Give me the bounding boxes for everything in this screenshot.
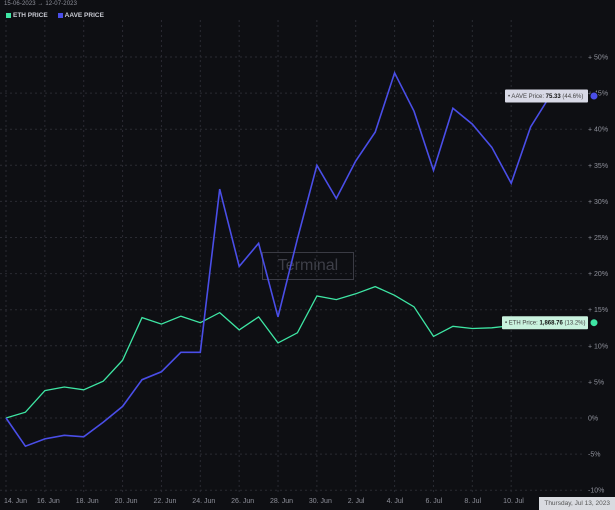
legend-label-aave: AAVE PRICE — [64, 12, 104, 19]
tooltip-text-aave: • AAVE Price: 75.33 (44.6%) — [508, 94, 583, 100]
x-tick-label: 26. Jun — [231, 498, 254, 505]
series-end-marker-eth — [589, 318, 599, 328]
axis-layer: -10% -5% 0% + 5% + 10% + 15% + 20% + 25% + 30% + … — [4, 55, 608, 506]
grid-layer — [0, 20, 582, 495]
x-tick-label: 2. Jul — [348, 498, 365, 505]
x-tick-label: 14. Jun — [4, 498, 27, 505]
legend-swatch-eth — [6, 13, 11, 18]
date-range: 15-06-2023 → 12-07-2023 — [4, 1, 78, 7]
y-tick-label: + 20% — [588, 271, 608, 278]
x-tick-label: 28. Jun — [270, 498, 293, 505]
x-tick-label: 30. Jun — [309, 498, 332, 505]
x-tick-label: 16. Jun — [37, 498, 60, 505]
series-layer — [5, 70, 599, 448]
x-tick-label: 22. Jun — [153, 498, 176, 505]
series-line-eth — [5, 285, 551, 419]
x-tick-label: 6. Jul — [425, 498, 442, 505]
legend-label-eth: ETH PRICE — [13, 12, 48, 19]
series-end-marker-aave — [589, 91, 599, 101]
x-tick-label: 24. Jun — [192, 498, 215, 505]
y-tick-label: + 15% — [588, 307, 608, 314]
tooltip-aave: • AAVE Price: 75.33 (44.6%) — [505, 89, 588, 103]
tooltip-eth: • ETH Price: 1,868.76 (13.2%) — [502, 316, 588, 330]
y-tick-label: + 25% — [588, 235, 608, 242]
tooltip-text-eth: • ETH Price: 1,868.76 (13.2%) — [505, 321, 586, 327]
x-tick-label: 20. Jun — [115, 498, 138, 505]
x-tick-label: 10. Jul — [503, 498, 524, 505]
y-tick-label: + 30% — [588, 199, 608, 206]
tooltip-box-eth — [502, 316, 588, 330]
series-line-aave — [5, 70, 551, 448]
y-tick-label: + 50% — [588, 55, 608, 62]
x-tick-label: 4. Jul — [387, 498, 404, 505]
legend-item-aave[interactable]: AAVE PRICE — [57, 12, 104, 19]
tooltip-box-aave — [505, 89, 588, 103]
tooltip-layer: • AAVE Price: 75.33 (44.6%) • ETH Price: … — [502, 89, 588, 330]
legend-swatch-aave — [57, 13, 63, 18]
y-tick-label: 0% — [588, 416, 598, 423]
legend: ETH PRICE AAVE PRICE — [6, 12, 104, 19]
y-tick-label: -10% — [588, 488, 604, 495]
y-tick-label: + 40% — [588, 127, 608, 134]
x-tick-label: 8. Jul — [464, 498, 481, 505]
y-tick-label: + 35% — [588, 163, 608, 170]
watermark-logo: Terminal — [262, 252, 354, 280]
x-tick-label: 18. Jun — [76, 498, 99, 505]
date-tooltip: Thursday, Jul 13, 2023 — [539, 497, 615, 510]
y-tick-label: -5% — [588, 452, 600, 459]
y-tick-label: + 10% — [588, 343, 608, 350]
y-tick-label: + 5% — [588, 379, 604, 386]
legend-item-eth[interactable]: ETH PRICE — [6, 12, 48, 19]
